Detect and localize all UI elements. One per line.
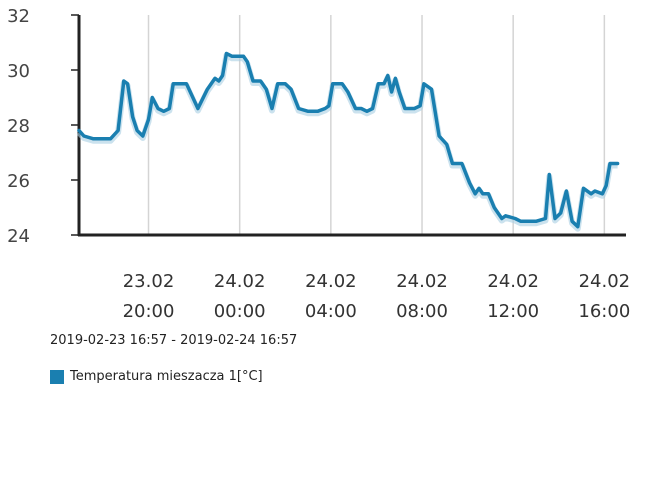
x-tick-label-date: 24.02: [305, 271, 357, 292]
x-tick-label-date: 23.02: [123, 271, 175, 292]
x-tick-label-time: 12:00: [487, 301, 539, 322]
legend-item[interactable]: Temperatura mieszacza 1[°C]: [50, 369, 263, 384]
x-tick-label-time: 04:00: [305, 301, 357, 322]
y-tick-label: 24: [7, 226, 30, 247]
series-line: [77, 51, 620, 229]
line-chart: 23.02 20:00 24.02 00:00 24.02 04:00 24.02 08:00…: [7, 6, 631, 322]
y-tick-label: 28: [7, 116, 30, 137]
x-tick-label-time: 16:00: [578, 301, 630, 322]
legend-swatch: [50, 369, 64, 384]
series-line-shadow: [76, 52, 618, 232]
y-tick-label: 32: [7, 6, 30, 27]
y-tick-label: 26: [7, 171, 30, 192]
x-tick-label-date: 24.02: [396, 271, 448, 292]
x-tick-label-date: 24.02: [487, 271, 539, 292]
x-tick-label-time: 20:00: [123, 301, 175, 322]
date-range-label: 2019-02-23 16:57 - 2019-02-24 16:57: [50, 333, 298, 348]
y-tick-label: 30: [7, 61, 30, 82]
legend-label: Temperatura mieszacza 1[°C]: [70, 369, 263, 384]
x-tick-label-time: 00:00: [214, 301, 266, 322]
x-tick-label-time: 08:00: [396, 301, 448, 322]
x-tick-label-date: 24.02: [214, 271, 266, 292]
x-tick-label-date: 24.02: [579, 271, 631, 292]
